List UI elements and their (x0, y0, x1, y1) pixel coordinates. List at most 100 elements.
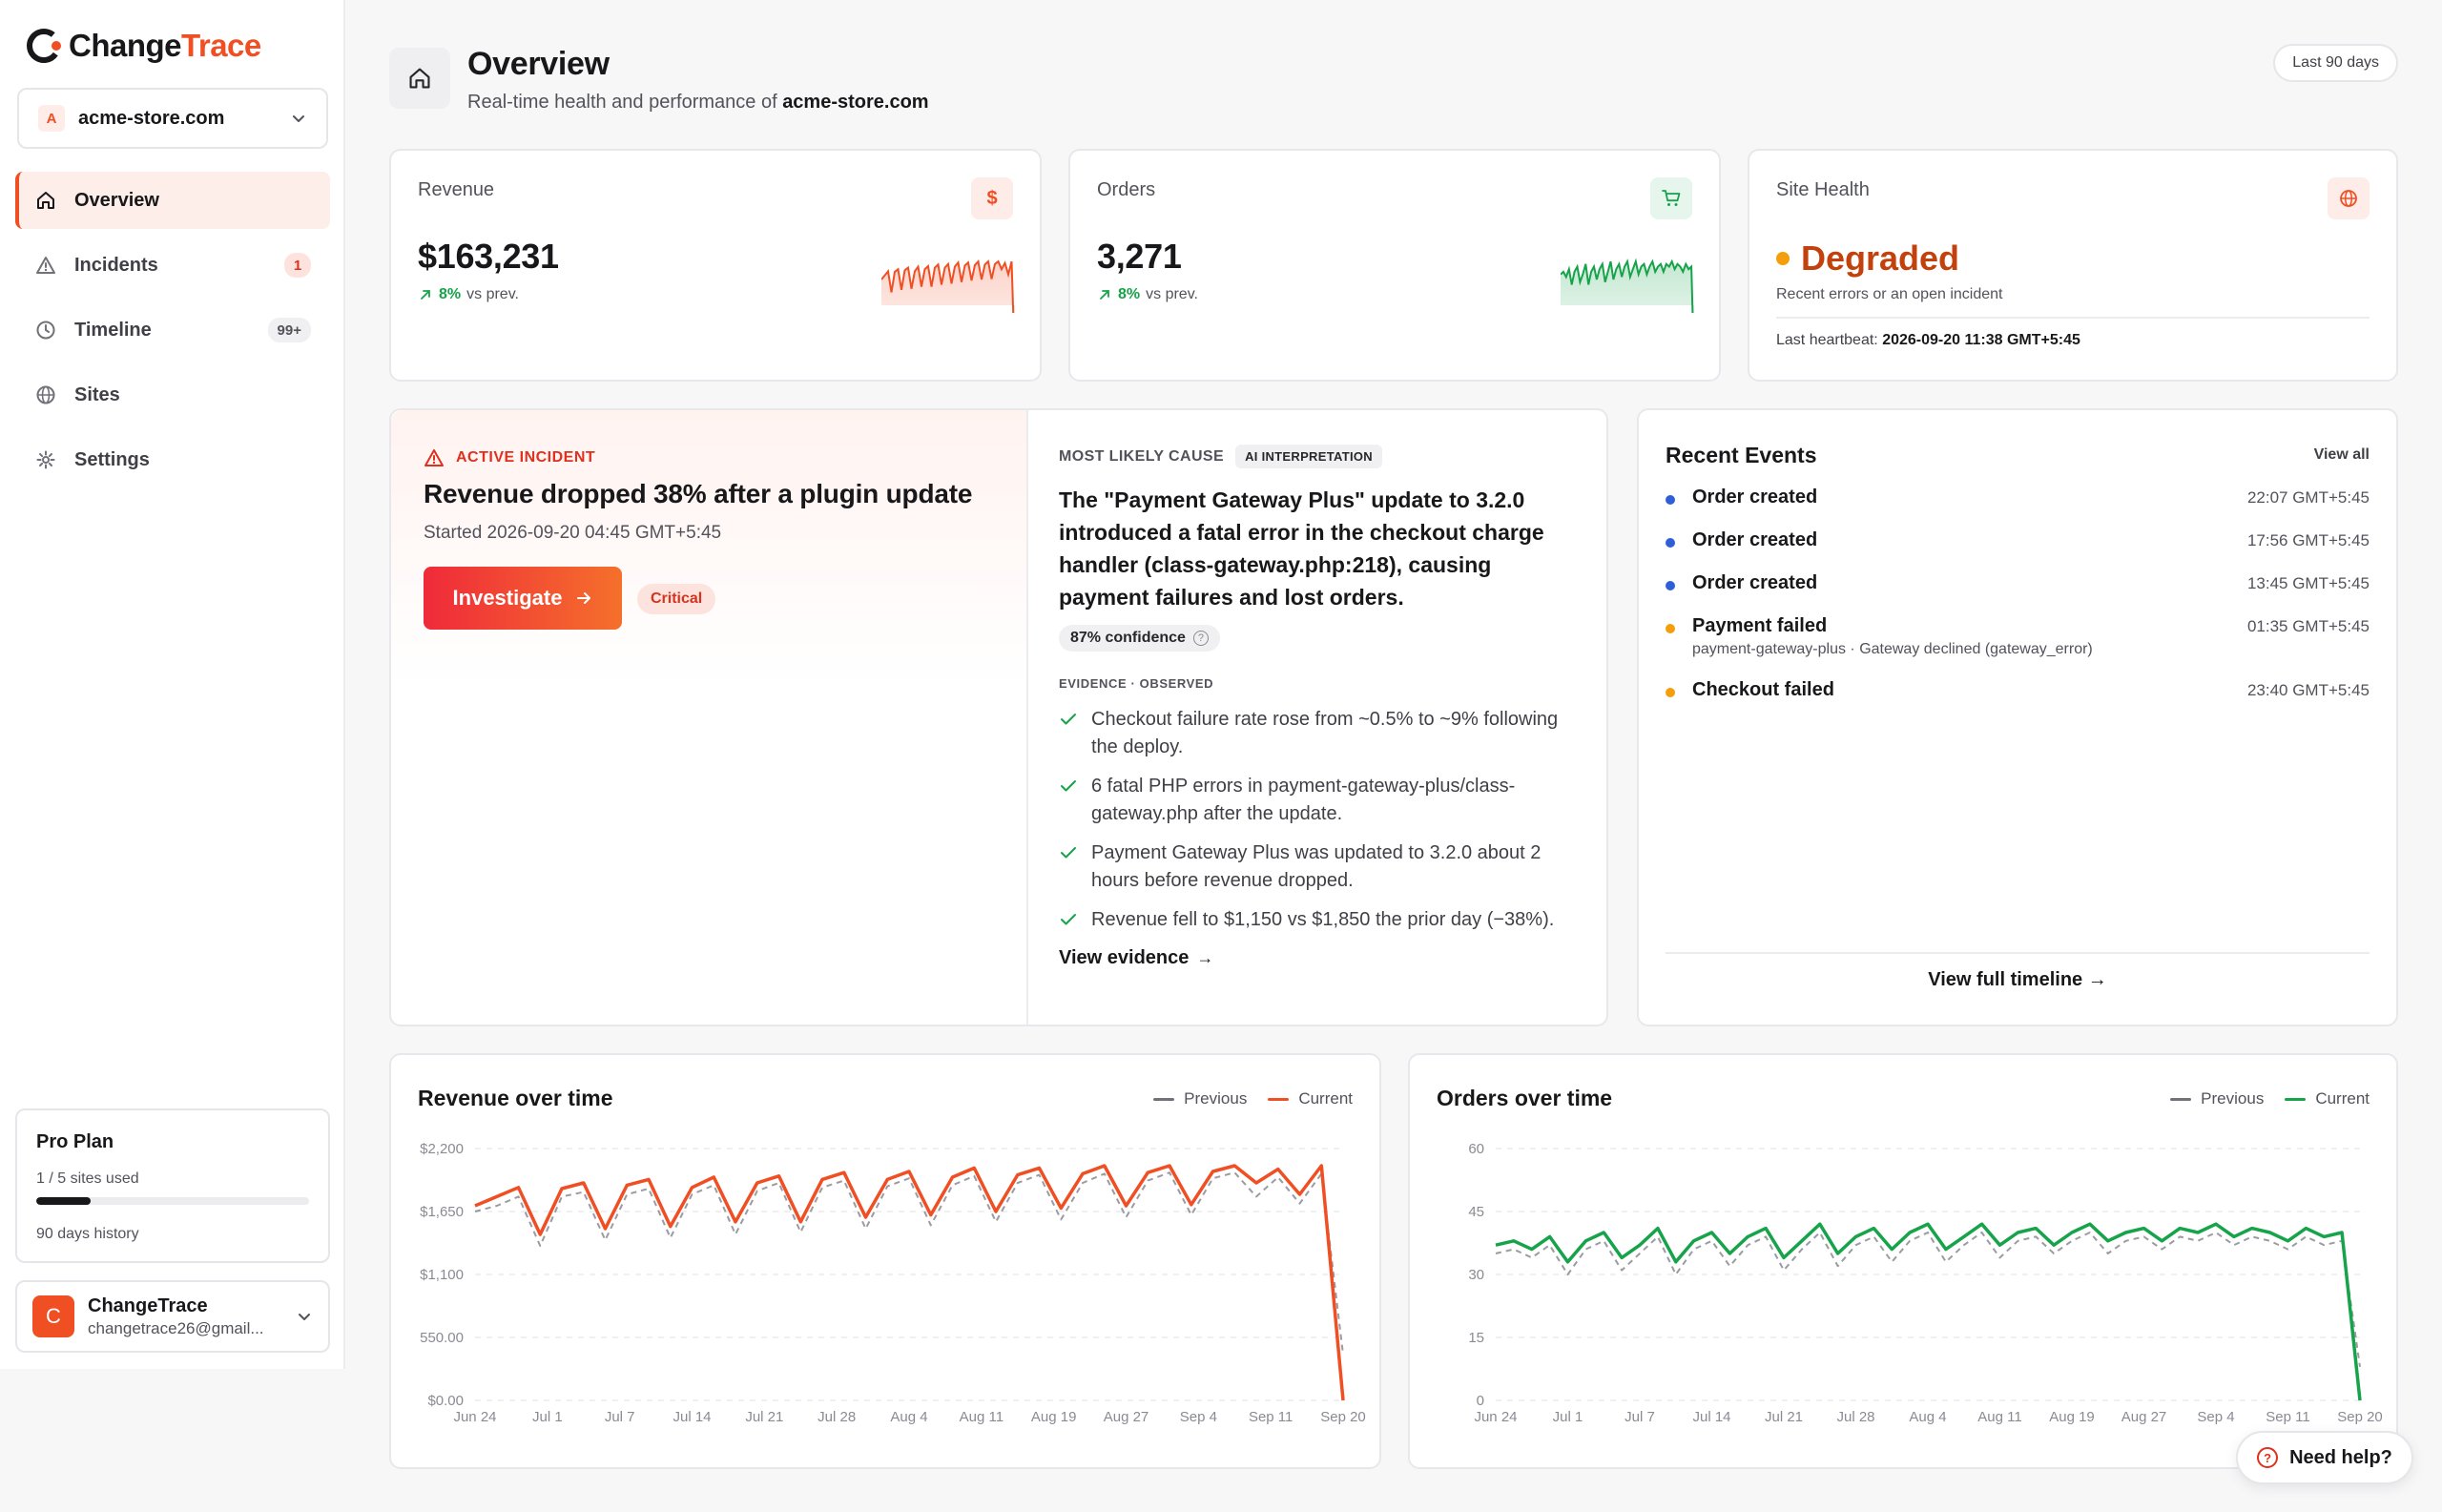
divider (1666, 952, 2370, 954)
y-tick-label: 15 (1468, 1330, 1484, 1346)
event-item[interactable]: Checkout failed 23:40 GMT+5:45 (1666, 679, 2370, 701)
need-help-button[interactable]: ? Need help? (2236, 1431, 2413, 1484)
revenue-chart-legend: Previous Current (1132, 1089, 1353, 1108)
orders-delta-value: 8% (1118, 286, 1141, 302)
evidence-list: Checkout failure rate rose from ~0.5% to… (1059, 706, 1574, 934)
event-time: 01:35 GMT+5:45 (2246, 617, 2370, 635)
nav-item-timeline[interactable]: Timeline 99+ (15, 301, 330, 359)
nav-item-incidents[interactable]: Incidents 1 (15, 237, 330, 294)
date-range-selector[interactable]: Last 90 days (2273, 44, 2398, 82)
last-heartbeat: Last heartbeat: 2026-09-20 11:38 GMT+5:4… (1776, 332, 2080, 349)
orders-value: 3,271 (1097, 237, 1182, 276)
severity-badge: Critical (637, 584, 716, 614)
x-tick-label: Jun 24 (1474, 1409, 1517, 1425)
legend-current[interactable]: Current (2285, 1089, 2370, 1108)
incident-started: Started 2026-09-20 04:45 GMT+5:45 (424, 523, 722, 543)
evidence-text: Checkout failure rate rose from ~0.5% to… (1091, 709, 1559, 757)
sparkline-area (1561, 261, 1694, 313)
plan-card: Pro Plan 1 / 5 sites used 90 days histor… (15, 1108, 330, 1263)
page-subtitle: Real-time health and performance of acme… (467, 92, 929, 114)
nav-item-sites[interactable]: Sites (15, 366, 330, 424)
confidence-badge: 87% confidence ? (1059, 625, 1220, 652)
likely-cause-header: MOST LIKELY CAUSE AI INTERPRETATION (1059, 445, 1574, 468)
legend-swatch (2285, 1097, 2307, 1101)
series-previous-line (1495, 1232, 2361, 1367)
site-health-description: Recent errors or an open incident (1776, 286, 2003, 302)
x-tick-label: Sep 11 (1249, 1409, 1293, 1425)
home-button[interactable] (389, 48, 450, 109)
x-tick-label: Aug 19 (2049, 1409, 2095, 1425)
x-tick-label: Aug 11 (960, 1409, 1004, 1425)
event-item[interactable]: Order created 17:56 GMT+5:45 (1666, 529, 2370, 551)
cart-icon (1650, 177, 1692, 219)
event-item[interactable]: Order created 13:45 GMT+5:45 (1666, 572, 2370, 594)
revenue-chart[interactable]: $0.00 550.00 $1,100 $1,650 $2,200 Jun 24 Jul 1… (391, 1055, 1383, 1471)
legend-previous-label: Previous (1184, 1089, 1248, 1108)
evidence-item: Revenue fell to $1,150 vs $1,850 the pri… (1059, 906, 1574, 934)
x-tick-label: Jul 21 (745, 1409, 783, 1425)
status-dot-icon (1776, 252, 1790, 265)
x-tick-label: Sep 4 (2197, 1409, 2234, 1425)
site-avatar: A (38, 105, 65, 132)
x-tick-label: Jul 1 (532, 1409, 563, 1425)
arrow-right-icon: → (1196, 948, 1214, 967)
arrow-right-icon (577, 592, 591, 604)
brand-logo[interactable]: ChangeTrace (25, 25, 261, 67)
arrow-up-right-icon (421, 290, 430, 300)
check-icon (1061, 714, 1076, 725)
legend-previous[interactable]: Previous (1153, 1089, 1247, 1108)
user-name: ChangeTrace (88, 1295, 208, 1316)
need-help-label: Need help? (2289, 1446, 2392, 1468)
incidents-count-badge: 1 (284, 253, 311, 278)
x-tick-label: Jul 14 (1692, 1409, 1730, 1425)
y-tick-label: 550.00 (420, 1330, 464, 1346)
event-name: Order created (1692, 487, 1818, 507)
view-all-link[interactable]: View all (2313, 446, 2370, 463)
x-tick-label: Aug 27 (2121, 1409, 2167, 1425)
investigate-button[interactable]: Investigate (424, 567, 622, 630)
dollar-icon: $ (971, 177, 1013, 219)
legend-current[interactable]: Current (1268, 1089, 1353, 1108)
evidence-label: EVIDENCE · OBSERVED (1059, 676, 1214, 691)
revenue-delta: 8% vs prev. (418, 286, 519, 303)
x-tick-label: Sep 11 (2266, 1409, 2309, 1425)
revenue-delta-value: 8% (439, 286, 462, 302)
chevron-down-icon (293, 115, 304, 122)
revenue-chart-card: Revenue over time Previous Current $0.00… (389, 1053, 1381, 1469)
y-tick-label: 30 (1468, 1267, 1484, 1283)
site-selector[interactable]: A acme-store.com (17, 88, 328, 149)
y-tick-label: 0 (1477, 1393, 1484, 1409)
legend-current-label: Current (1298, 1089, 1353, 1108)
event-item[interactable]: Order created 22:07 GMT+5:45 (1666, 487, 2370, 508)
event-detail: payment-gateway-plus · Gateway declined … (1692, 641, 2093, 657)
divider (1776, 317, 2370, 319)
event-dot-icon (1666, 495, 1675, 505)
likely-cause-text: The "Payment Gateway Plus" update to 3.2… (1059, 487, 1544, 610)
plan-history: 90 days history (36, 1226, 139, 1242)
last-heartbeat-label: Last heartbeat: (1776, 332, 1878, 348)
nav-item-settings[interactable]: Settings (15, 431, 330, 488)
revenue-chart-title: Revenue over time (418, 1086, 613, 1110)
y-tick-label: $2,200 (420, 1141, 464, 1157)
view-full-timeline-link[interactable]: View full timeline → (1639, 969, 2396, 991)
event-time: 13:45 GMT+5:45 (2246, 574, 2370, 592)
nav-item-overview[interactable]: Overview (15, 172, 330, 229)
changetrace-logo-icon (27, 29, 61, 63)
main-nav: Overview Incidents 1 Timeline 99+ Sites … (15, 172, 330, 496)
nav-label-incidents: Incidents (74, 254, 158, 276)
check-icon (1061, 780, 1076, 792)
help-circle-icon[interactable]: ? (1192, 631, 1209, 646)
legend-previous[interactable]: Previous (2170, 1089, 2264, 1108)
user-menu[interactable]: C ChangeTrace changetrace26@gmail... (15, 1280, 330, 1353)
orders-chart[interactable]: 0 15 30 45 60 Jun 24 Jul 1 Jul 7 Jul 14 Jul 21 Jul… (1410, 1055, 2400, 1471)
revenue-value: $163,231 (418, 237, 559, 276)
view-full-timeline-label: View full timeline (1928, 969, 2083, 990)
user-email: changetrace26@gmail... (88, 1318, 264, 1337)
check-icon (1061, 914, 1076, 925)
event-name: Order created (1692, 572, 1818, 593)
alert-triangle-icon (34, 254, 57, 277)
view-evidence-link[interactable]: View evidence → (1059, 947, 1574, 969)
event-item[interactable]: Payment failed payment-gateway-plus · Ga… (1666, 615, 2370, 658)
brand-name-part1: Change (69, 28, 182, 63)
legend-swatch (1268, 1097, 1290, 1101)
